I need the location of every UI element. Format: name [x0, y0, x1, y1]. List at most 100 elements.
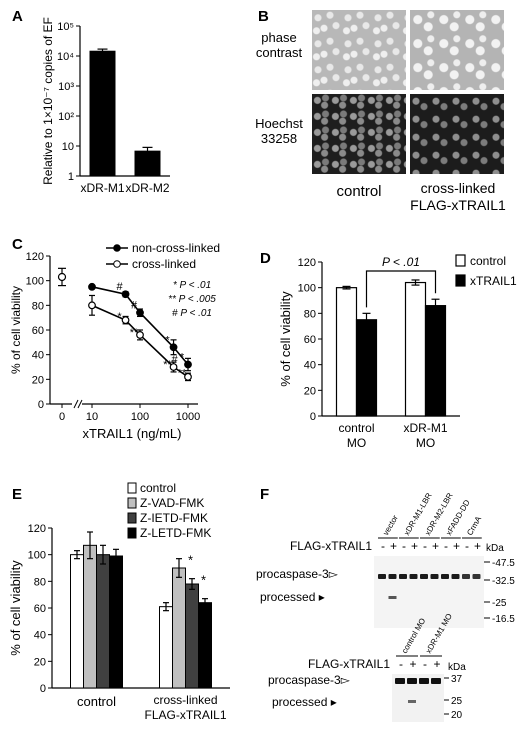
band-procaspase	[407, 678, 417, 684]
band-procaspase	[409, 574, 418, 579]
panel-f: F vector xDR-M1-LBR xDR-M2-LBR xFADD-DD CrmA…	[250, 478, 520, 736]
y-tick-label: 60	[34, 603, 46, 615]
y-tick-label: 80	[34, 576, 46, 588]
col-label-crosslinked: cross-linked FLAG-xTRAIL1	[410, 180, 506, 213]
band-label: processed ▸	[260, 590, 325, 604]
significance-legend: ** P < .005	[168, 294, 216, 305]
lane-sign: -	[423, 657, 427, 671]
y-tick-label: 20	[32, 374, 44, 386]
y-tick-label: 10⁴	[57, 51, 74, 63]
significance-mark: **	[178, 368, 187, 380]
legend-label: Z-IETD-FMK	[140, 511, 208, 525]
panel-letter: E	[12, 486, 23, 503]
data-point	[121, 290, 130, 299]
lane-sign: -	[423, 539, 427, 553]
y-tick-label: 10³	[58, 81, 74, 93]
x-tick-label: xDR-M2	[126, 181, 170, 195]
panel-letter: C	[12, 236, 23, 253]
x-tick-label: xDR-M1	[404, 421, 448, 435]
panel-b: B phase contrast Hoechst 33258 control c…	[250, 0, 520, 222]
data-point	[169, 343, 178, 352]
lane-sign: +	[411, 539, 418, 553]
y-axis-label: % of cell viability	[8, 560, 23, 656]
legend-label: cross-linked	[132, 257, 196, 271]
panel-letter: B	[258, 8, 269, 25]
legend-swatch	[127, 512, 137, 524]
bar	[185, 583, 199, 689]
marker-label: -25	[492, 598, 507, 609]
lane-sign: +	[433, 657, 440, 671]
bar	[109, 555, 123, 689]
significance-mark: **	[163, 359, 172, 371]
y-tick-label: 120	[298, 257, 316, 269]
legend-swatch	[127, 497, 137, 509]
bar	[198, 602, 212, 689]
blots-f: vector xDR-M1-LBRxDR-M2-LBRxFADD-DDCrmAFL…	[256, 491, 515, 722]
y-tick-label: 100	[298, 283, 316, 295]
y-axis-label: % of cell viability	[9, 286, 23, 374]
significance-legend: # P < .01	[172, 308, 212, 319]
row-label: FLAG-xTRAIL1	[290, 539, 372, 553]
y-tick-label: 10²	[58, 111, 74, 123]
y-tick-label: 100	[28, 550, 46, 562]
y-tick-label: 40	[32, 350, 44, 362]
micrograph-hoechst-crosslinked	[410, 94, 504, 174]
band-procaspase	[431, 678, 441, 684]
lane-sign: +	[474, 539, 481, 553]
x-tick-label: control	[77, 694, 116, 709]
lane-sign: +	[390, 539, 397, 553]
chart-d: 0 20 40 60 80 100 120 % of cell viability contro…	[278, 254, 517, 450]
lane-sign: -	[465, 539, 469, 553]
panel-e: E 0 20 40 60 80 100 120 % of cell viability cont…	[0, 478, 250, 736]
legend-swatch	[455, 274, 466, 287]
band-procaspase	[441, 574, 449, 579]
y-tick-label: 0	[40, 683, 46, 695]
y-tick-label: 40	[34, 630, 46, 642]
lane-label: CrmA	[465, 514, 483, 537]
data-point	[136, 308, 144, 317]
chart-c: 0 20 40 60 80 100 120 0 10 100 1000 % of cell viabi…	[9, 241, 220, 441]
bar	[355, 319, 378, 417]
significance-mark: #	[116, 281, 123, 293]
lane-label: vector	[381, 513, 400, 537]
significance-mark: *	[180, 352, 185, 364]
marker-label: -32.5	[492, 576, 515, 587]
data-point	[88, 282, 96, 291]
significance-mark: **	[130, 327, 139, 339]
legend-label: non-cross-linked	[132, 241, 220, 255]
significance-mark: *	[117, 311, 122, 323]
y-tick-label: 60	[32, 325, 44, 337]
row-label-hoechst: Hoechst 33258	[255, 116, 303, 146]
data-point	[136, 331, 144, 339]
panel-letter: F	[260, 486, 270, 503]
data-point	[169, 363, 178, 371]
lane-sign: +	[432, 539, 439, 553]
y-tick-label: 80	[32, 300, 44, 312]
panel-d: D 0 20 40 60 80 100 120 % of cell viability cont…	[250, 240, 520, 475]
y-axis-label: Relative to 1×10⁻⁷ copies of EF	[41, 17, 55, 185]
micrograph-hoechst-control	[312, 94, 406, 174]
significance-mark: #	[172, 354, 179, 366]
bar	[70, 554, 84, 689]
bar	[159, 606, 173, 689]
band-label: procaspase-3▻	[268, 673, 351, 687]
chart-a: 1 10 10² 10³ 10⁴ 10⁵ xDR-M1 xDR-M2 Relative to 1…	[41, 17, 170, 195]
lane-sign: -	[444, 539, 448, 553]
micrograph-phase-crosslinked	[410, 10, 504, 90]
band-label: processed ▸	[272, 695, 337, 709]
lane-sign: +	[453, 539, 460, 553]
panel-letter: D	[260, 250, 271, 267]
band-procaspase	[388, 574, 397, 579]
data-point	[121, 316, 130, 325]
chart-e: 0 20 40 60 80 100 120 % of cell viability contro…	[8, 481, 230, 722]
x-tick-label: 1000	[176, 411, 200, 423]
band-procaspase	[430, 574, 439, 579]
legend-marker	[113, 244, 121, 252]
significance-label: P < .01	[382, 255, 420, 269]
data-point	[88, 301, 96, 310]
band-procaspase	[420, 574, 428, 579]
lane-sign: +	[409, 657, 416, 671]
y-tick-label: 20	[34, 656, 46, 668]
significance-bracket	[365, 270, 437, 308]
y-tick-label: 10	[62, 141, 74, 153]
